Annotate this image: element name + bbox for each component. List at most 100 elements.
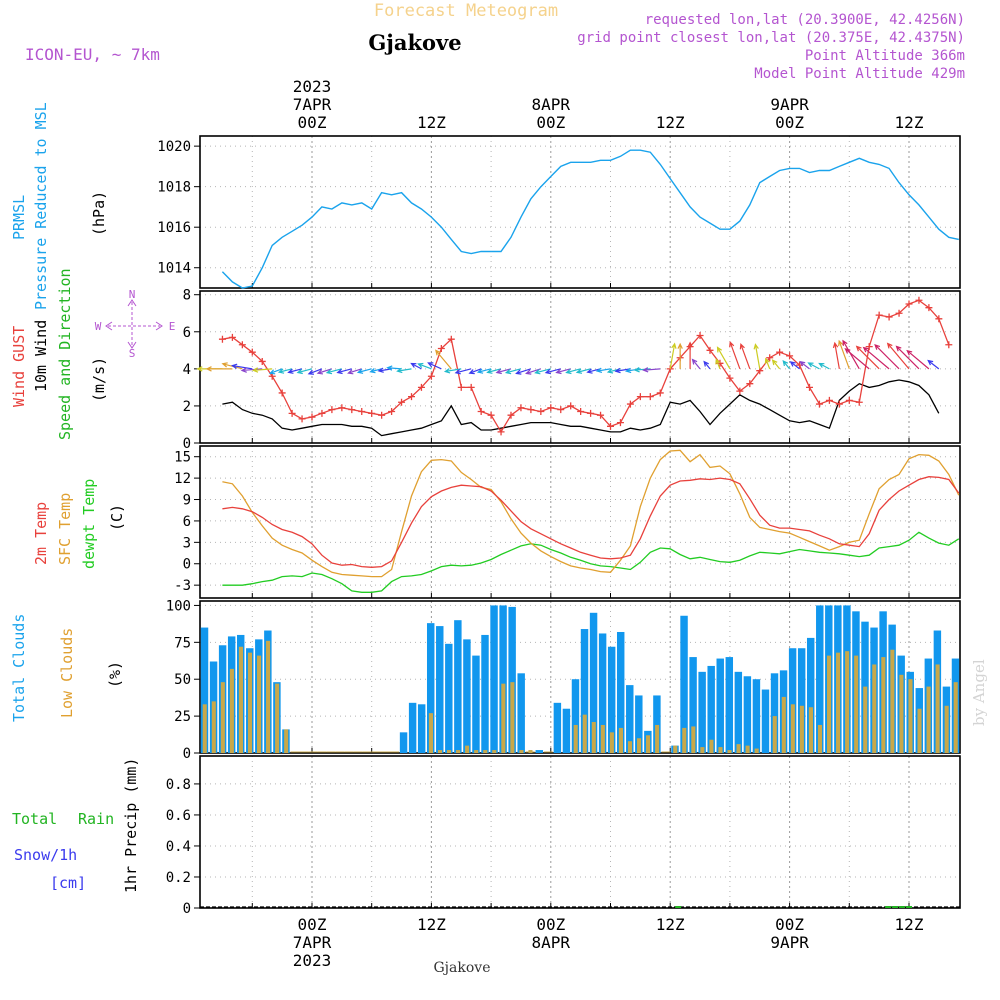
low-cloud-bar bbox=[808, 707, 813, 753]
wind-direction-arrow bbox=[356, 368, 372, 374]
total-cloud-bar bbox=[616, 631, 625, 753]
low-cloud-bar bbox=[836, 652, 841, 753]
precip-frame bbox=[199, 755, 961, 909]
total-cloud-bar bbox=[635, 695, 643, 753]
low-cloud-bar bbox=[266, 640, 271, 753]
model-name: ICON-EU, ~ 7km bbox=[25, 45, 160, 64]
sfc-temp-label: SFC Temp bbox=[56, 493, 74, 565]
wind-direction-arrow bbox=[927, 359, 940, 370]
gust-marker bbox=[437, 344, 445, 352]
gust-marker bbox=[895, 309, 903, 317]
gust-marker bbox=[885, 313, 893, 321]
low-cloud-bar bbox=[229, 668, 234, 753]
low-cloud-bar bbox=[519, 750, 524, 753]
total-cloud-bar bbox=[463, 639, 471, 753]
gust-marker bbox=[766, 354, 774, 362]
total-cloud-bar bbox=[816, 605, 824, 753]
low-cloud-bar bbox=[591, 722, 596, 753]
compass-north: N bbox=[129, 288, 136, 301]
watermark: by Angel bbox=[970, 659, 988, 726]
wind-dir-label: Speed and Direction bbox=[56, 268, 74, 440]
wind-direction-arrow bbox=[799, 360, 810, 370]
temp2m-line bbox=[222, 476, 960, 568]
gust-marker bbox=[696, 331, 704, 339]
low-cloud-bar bbox=[220, 682, 225, 753]
low-cloud-bar bbox=[474, 750, 479, 753]
low-cloud-bar bbox=[510, 682, 515, 753]
temp-tick-label: 0 bbox=[183, 557, 191, 573]
gust-marker bbox=[875, 311, 883, 319]
gust-marker bbox=[746, 380, 754, 388]
wind-direction-arrow bbox=[895, 345, 920, 370]
total-cloud-bar bbox=[788, 648, 797, 753]
gust-marker bbox=[487, 411, 495, 419]
total-cloud-bar bbox=[454, 620, 462, 753]
wind-direction-arrow bbox=[504, 368, 522, 375]
low-cloud-bar bbox=[781, 696, 786, 753]
gust-marker bbox=[806, 383, 813, 391]
low-cloud-bar bbox=[257, 655, 262, 753]
gust-marker bbox=[835, 400, 843, 408]
wind-direction-arrow bbox=[396, 367, 412, 374]
gust-marker bbox=[447, 335, 455, 343]
wind-direction-arrow bbox=[336, 368, 352, 375]
wind-direction-arrow bbox=[307, 368, 323, 375]
prmsl-tick-label: 1020 bbox=[157, 139, 191, 155]
total-cloud-bar bbox=[436, 626, 444, 753]
low-cloud-bar bbox=[727, 750, 732, 753]
rain-bar bbox=[885, 906, 892, 908]
low-cloud-bar bbox=[655, 724, 660, 753]
wind-tick-label: 8 bbox=[183, 288, 191, 304]
wind-direction-arrow bbox=[369, 368, 382, 374]
clouds-tick-label: 75 bbox=[174, 635, 191, 651]
wind-direction-arrow bbox=[818, 362, 830, 370]
gust-marker bbox=[228, 333, 236, 341]
gust-marker bbox=[358, 407, 366, 415]
top-time-label: 12Z bbox=[656, 113, 685, 132]
total-cloud-bar bbox=[426, 623, 435, 753]
low-cloud-bar bbox=[465, 745, 470, 753]
gust-marker bbox=[408, 393, 415, 401]
low-cloud-bar bbox=[863, 686, 868, 753]
low-cloud-bar bbox=[827, 655, 832, 753]
bottom-time-label: 9APR bbox=[770, 933, 809, 952]
gust-marker bbox=[527, 406, 535, 414]
temp-tick-label: -3 bbox=[174, 578, 191, 594]
clouds-panel: 0 25 50 75 100 bbox=[166, 598, 961, 762]
wind-direction-arrow bbox=[515, 368, 532, 375]
rain-bar bbox=[906, 906, 912, 908]
sfc-temp-line bbox=[222, 449, 960, 578]
wind-direction-arrow bbox=[862, 346, 890, 370]
wind-direction-arrow bbox=[268, 368, 283, 375]
gust-marker bbox=[825, 396, 833, 404]
low-cloud-bar bbox=[700, 747, 705, 753]
gust-marker bbox=[427, 372, 435, 380]
low-cloud-bar bbox=[673, 745, 678, 753]
wind-direction-arrow bbox=[715, 358, 721, 370]
low-cloud-bar bbox=[736, 744, 741, 753]
prmsl-frame bbox=[199, 135, 961, 289]
info-line-1: requested lon,lat (20.3900E, 42.4256N) bbox=[645, 12, 965, 28]
bottom-time-label: 12Z bbox=[417, 915, 446, 934]
gust-marker bbox=[636, 393, 644, 401]
wind-direction-arrow bbox=[410, 362, 422, 370]
wind-direction-arrow bbox=[855, 345, 880, 370]
wind-direction-arrow bbox=[427, 362, 442, 370]
low-cloud-bar bbox=[935, 664, 940, 753]
prmsl-unit: (hPa) bbox=[90, 191, 108, 236]
wind-direction-arrow bbox=[739, 343, 751, 370]
wind-direction-arrow bbox=[454, 368, 472, 375]
low-cloud-bar bbox=[917, 708, 922, 753]
wind-direction-arrow bbox=[703, 360, 711, 370]
wind-direction-arrow bbox=[633, 367, 651, 373]
low-cloud-bar bbox=[745, 745, 750, 753]
gust-marker bbox=[776, 348, 784, 356]
low-cloud-bar bbox=[881, 657, 886, 753]
bottom-time-label: 7APR bbox=[293, 933, 332, 952]
gust-marker bbox=[557, 406, 565, 414]
low-clouds-label: Low Clouds bbox=[58, 628, 76, 718]
wind-direction-arrow bbox=[669, 342, 677, 369]
low-cloud-bar bbox=[817, 724, 823, 753]
info-line-4: Model Point Altitude 429m bbox=[754, 66, 965, 82]
gust-marker bbox=[278, 389, 286, 397]
